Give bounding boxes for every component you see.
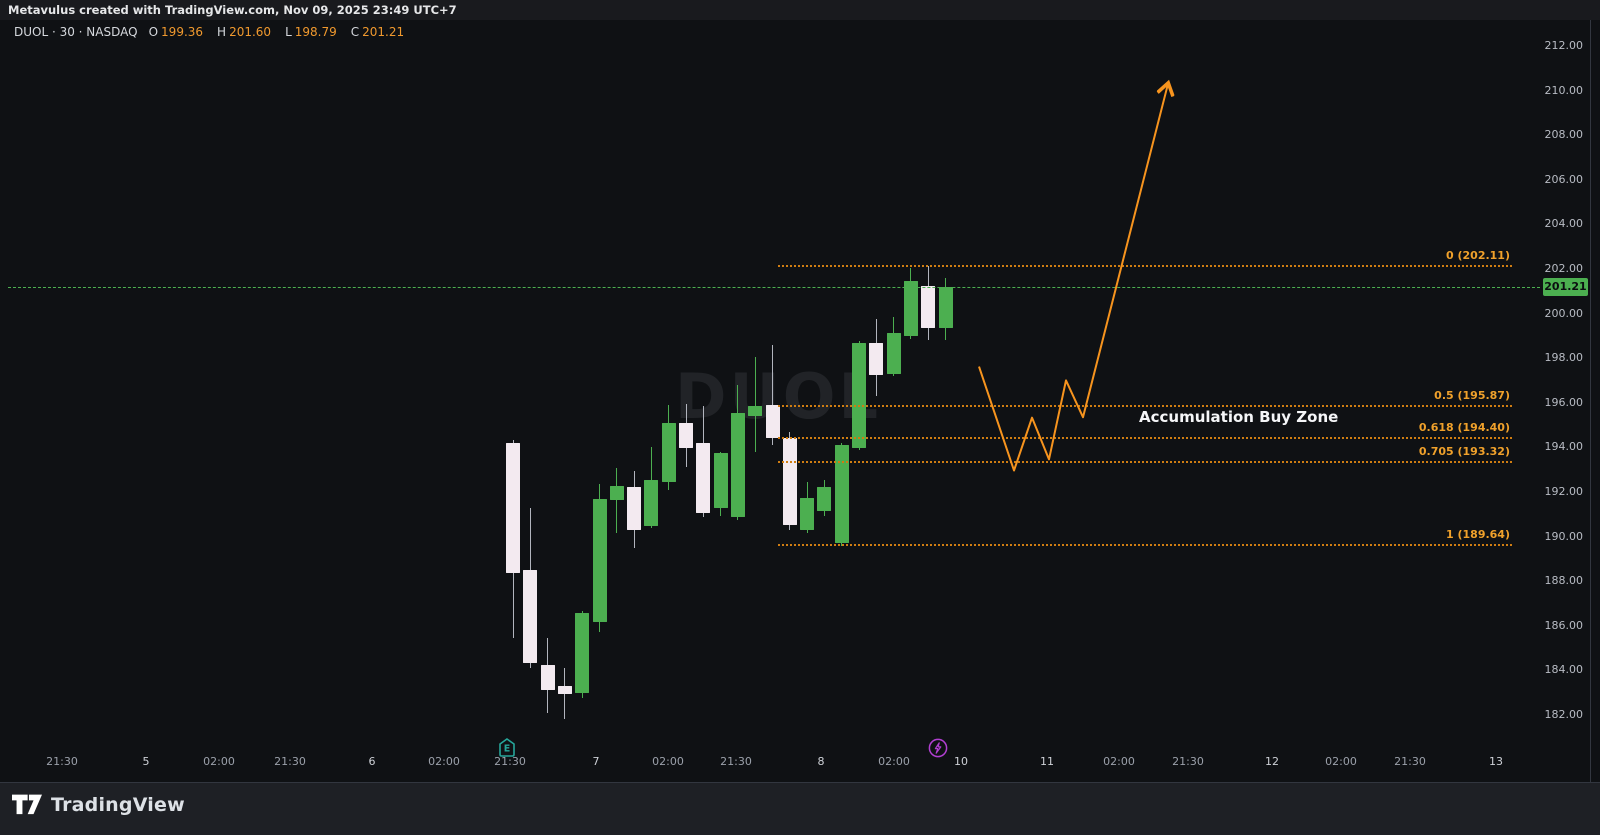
candle-body-down bbox=[869, 342, 884, 376]
candle-body-up bbox=[903, 280, 918, 336]
candle-body-up bbox=[834, 445, 849, 543]
branding-text: Metavulus created with TradingView.com, … bbox=[8, 3, 457, 17]
symbol-title: DUOL · 30 · NASDAQ bbox=[14, 25, 138, 39]
price-axis-tick: 192.00 bbox=[1544, 484, 1584, 498]
candle-body-up bbox=[748, 406, 763, 417]
svg-text:E: E bbox=[504, 743, 511, 754]
candle-body-down bbox=[765, 404, 780, 438]
price-axis-tick: 206.00 bbox=[1544, 172, 1584, 186]
time-axis-tick: 21:30 bbox=[494, 755, 526, 768]
candle-body-up bbox=[800, 497, 815, 531]
candle-body-up bbox=[886, 332, 901, 374]
time-axis-tick: 02:00 bbox=[203, 755, 235, 768]
candle-body-down bbox=[921, 286, 936, 328]
price-axis-tick: 194.00 bbox=[1544, 440, 1584, 454]
price-axis-tick: 196.00 bbox=[1544, 395, 1584, 409]
current-price-tag: 201.21 bbox=[1543, 277, 1588, 296]
candle-wick-down bbox=[772, 344, 773, 446]
time-axis-tick: 8 bbox=[817, 755, 825, 768]
time-axis-tick: 02:00 bbox=[1325, 755, 1357, 768]
price-axis-tick: 202.00 bbox=[1544, 261, 1584, 275]
candle-body-up bbox=[730, 412, 745, 518]
price-axis-border bbox=[1590, 20, 1591, 783]
time-axis-tick: 02:00 bbox=[652, 755, 684, 768]
lightning-event-icon bbox=[928, 738, 948, 762]
candle-body-up bbox=[938, 286, 953, 328]
time-axis-tick: 02:00 bbox=[1103, 755, 1135, 768]
ohlc-close: C 201.21 bbox=[350, 25, 405, 39]
time-axis-tick: 5 bbox=[142, 755, 150, 768]
fib-level-label: 1 (189.64) bbox=[1446, 527, 1510, 541]
price-axis-tick: 212.00 bbox=[1544, 38, 1584, 52]
time-axis-tick: 21:30 bbox=[274, 755, 306, 768]
candle-body-down bbox=[557, 686, 572, 695]
footer-bar: TradingView bbox=[0, 783, 1600, 835]
fib-level-line bbox=[778, 265, 1512, 268]
time-axis-tick: 11 bbox=[1040, 755, 1054, 768]
time-axis-tick: 13 bbox=[1489, 755, 1503, 768]
candle-body-up bbox=[713, 453, 728, 508]
time-axis-tick: 02:00 bbox=[878, 755, 910, 768]
tradingview-logo-icon bbox=[12, 794, 42, 815]
time-axis-tick: 21:30 bbox=[46, 755, 78, 768]
fib-level-line bbox=[778, 404, 1512, 407]
ohlc-open: O 199.36 bbox=[148, 25, 204, 39]
time-axis-tick: 12 bbox=[1265, 755, 1279, 768]
candle-body-down bbox=[696, 443, 711, 514]
time-axis-tick: 21:30 bbox=[720, 755, 752, 768]
time-axis-tick: 10 bbox=[954, 755, 968, 768]
ohlc-low: L 198.79 bbox=[285, 25, 337, 39]
earnings-marker-icon: E bbox=[499, 738, 516, 761]
time-axis-tick: 21:30 bbox=[1394, 755, 1426, 768]
fib-level-label: 0.5 (195.87) bbox=[1434, 388, 1510, 402]
fib-level-line bbox=[778, 543, 1512, 546]
candle-wick-up bbox=[754, 356, 756, 452]
candle-wick-up bbox=[616, 468, 618, 533]
time-axis-tick: 21:30 bbox=[1172, 755, 1204, 768]
price-axis-tick: 204.00 bbox=[1544, 217, 1584, 231]
tradingview-logo-link[interactable]: TradingView bbox=[12, 794, 185, 816]
price-axis-tick: 182.00 bbox=[1544, 707, 1584, 721]
candle-body-down bbox=[540, 665, 555, 691]
candle-body-up bbox=[661, 422, 676, 483]
chart-bottom-border bbox=[0, 782, 1600, 783]
candle-body-down bbox=[782, 437, 797, 525]
fib-level-line bbox=[778, 437, 1512, 440]
price-axis-tick: 208.00 bbox=[1544, 128, 1584, 142]
candle-body-down bbox=[506, 443, 520, 574]
candle-body-up bbox=[592, 499, 607, 622]
price-axis-tick: 210.00 bbox=[1544, 83, 1584, 97]
candle-body-up bbox=[575, 613, 590, 694]
candle-body-up bbox=[644, 480, 659, 527]
price-axis-tick: 190.00 bbox=[1544, 529, 1584, 543]
accumulation-zone-label: Accumulation Buy Zone bbox=[1139, 408, 1339, 427]
time-axis-tick: 7 bbox=[592, 755, 600, 768]
ohlc-high: H 201.60 bbox=[217, 25, 272, 39]
price-axis-tick: 200.00 bbox=[1544, 306, 1584, 320]
fib-level-label: 0 (202.11) bbox=[1446, 249, 1510, 263]
time-axis-tick: 6 bbox=[368, 755, 376, 768]
candle-body-up bbox=[609, 486, 624, 500]
candle-body-down bbox=[679, 422, 693, 448]
fib-level-label: 0.618 (194.40) bbox=[1418, 421, 1510, 435]
price-axis-tick: 198.00 bbox=[1544, 351, 1584, 365]
fib-level-line bbox=[778, 461, 1512, 464]
price-axis-tick: 188.00 bbox=[1544, 574, 1584, 588]
price-axis-tick: 184.00 bbox=[1544, 663, 1584, 677]
symbol-ohlc-bar: DUOL · 30 · NASDAQ O 199.36 H 201.60 L 198.79 C… bbox=[14, 25, 410, 39]
candle-body-down bbox=[523, 569, 538, 664]
chart-pane: DUOL 182.00 184.00 186.00 188.00 190.00 192.0… bbox=[0, 20, 1600, 783]
branding-bar: Metavulus created with TradingView.com, … bbox=[0, 0, 1600, 20]
current-price-line bbox=[8, 286, 1540, 288]
time-axis-tick: 02:00 bbox=[428, 755, 460, 768]
candle-body-up bbox=[852, 342, 866, 448]
candle-body-down bbox=[627, 486, 642, 531]
fib-level-label: 0.705 (193.32) bbox=[1418, 445, 1510, 459]
price-axis-tick: 186.00 bbox=[1544, 618, 1584, 632]
tradingview-wordmark: TradingView bbox=[51, 794, 185, 816]
candle-body-up bbox=[817, 486, 832, 512]
